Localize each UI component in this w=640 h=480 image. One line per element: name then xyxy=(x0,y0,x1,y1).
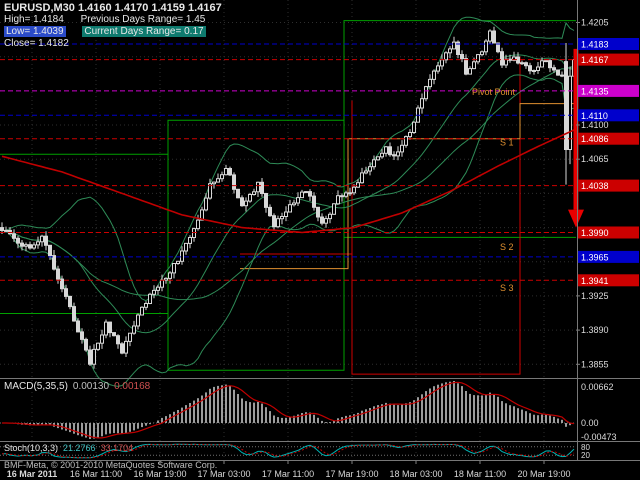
price-badge-value: 1.4038 xyxy=(581,181,609,191)
price-badge-value: 1.3941 xyxy=(581,276,609,286)
time-axis-label: 18 Mar 11:00 xyxy=(454,469,506,479)
price-badge xyxy=(578,226,639,239)
price-badge xyxy=(578,38,639,50)
stoch-axis-label: 80 xyxy=(581,443,590,452)
price-badge-value: 1.4110 xyxy=(581,111,608,121)
price-badge-value: 1.4167 xyxy=(581,55,609,65)
macd-axis-label: -0.00473 xyxy=(581,432,617,442)
macd-value-signal: 0.00168 xyxy=(114,381,151,392)
time-axis-label: 16 Mar 2011 xyxy=(7,469,58,479)
price-axis-label: 1.4065 xyxy=(581,154,609,164)
stoch-indicator-label: Stoch(10,3,3) 21.2766 33.1704 xyxy=(4,443,133,453)
price-badge xyxy=(578,84,639,97)
price-badge-value: 1.3965 xyxy=(581,252,609,262)
stoch-axis-label: 20 xyxy=(581,451,590,460)
time-axis-label: 17 Mar 11:00 xyxy=(262,469,314,479)
price-badge xyxy=(578,274,639,287)
stoch-name: Stoch(10,3,3) xyxy=(4,443,59,453)
day-close-value: Close= 1.4182 xyxy=(4,38,69,49)
chart-info-overlay: EURUSD,M30 1.4160 1.4170 1.4159 1.4167 H… xyxy=(4,2,222,50)
time-axis-label: 18 Mar 03:00 xyxy=(389,469,442,479)
time-axis-label: 20 Mar 19:00 xyxy=(517,469,570,479)
time-axis-label: 17 Mar 03:00 xyxy=(197,469,250,479)
day-low-value: Low= 1.4039 xyxy=(4,26,66,37)
current-days-range: Current Days Range= 0.17 xyxy=(82,26,206,37)
ma-layer xyxy=(1,129,575,234)
price-axis-label: 1.4205 xyxy=(581,18,609,28)
symbol-ohlc-line: EURUSD,M30 1.4160 1.4170 1.4159 1.4167 xyxy=(4,2,222,14)
price-axis-label: 1.4100 xyxy=(581,120,609,130)
previous-days-range: Previous Days Range= 1.45 xyxy=(80,14,206,25)
candles-layer xyxy=(0,26,576,369)
price-axis-label: 1.3855 xyxy=(581,359,609,369)
price-badge-value: 1.4135 xyxy=(581,86,609,96)
down-arrow-head-icon xyxy=(568,209,584,228)
pivot-annotation: S 2 xyxy=(500,242,514,252)
price-badge xyxy=(578,250,639,263)
price-badge xyxy=(578,179,639,192)
day-high-value: High= 1.4184 xyxy=(4,14,64,25)
macd-name: MACD(5,35,5) xyxy=(4,381,68,392)
platform-watermark: BMF-Meta, © 2001-2010 MetaQuotes Softwar… xyxy=(4,460,218,470)
time-axis-label: 17 Mar 19:00 xyxy=(325,469,378,479)
macd-indicator-label: MACD(5,35,5) 0.00130 0.00168 xyxy=(4,381,150,392)
macd-value-main: 0.00130 xyxy=(72,381,110,392)
price-badge-value: 1.3990 xyxy=(581,228,609,238)
day-high-line: High= 1.4184 Previous Days Range= 1.45 xyxy=(4,14,222,26)
stoch-value-signal: 33.1704 xyxy=(100,443,134,453)
arrowL-layer xyxy=(568,48,584,228)
macd-axis-label: 0.00662 xyxy=(581,382,614,392)
pivot-annotation: S 1 xyxy=(500,138,514,148)
levels-layer xyxy=(0,43,576,281)
macdL-layer xyxy=(0,381,576,439)
time-axis-label: 16 Mar 19:00 xyxy=(133,469,186,479)
day-low-line: Low= 1.4039 Current Days Range= 0.17 xyxy=(4,26,222,38)
price-badge-value: 1.4086 xyxy=(581,134,609,144)
stochL-layer xyxy=(0,443,576,459)
time-axis-label: 16 Mar 11:00 xyxy=(70,469,122,479)
price-badge xyxy=(578,132,639,145)
pivot-annotation: S 3 xyxy=(500,283,514,293)
price-badge-value: 1.4183 xyxy=(581,40,609,50)
macd-axis-label: 0.00 xyxy=(581,418,599,428)
price-badge xyxy=(578,109,639,122)
price-axis-label: 1.3925 xyxy=(581,291,609,301)
price-badge xyxy=(578,53,639,66)
trend-segment[interactable] xyxy=(0,20,576,155)
price-axis-label: 1.3890 xyxy=(581,325,609,335)
pivot-annotation: Pivot Point xyxy=(472,87,516,97)
annot-layer: Pivot Point S 1 S 2 S 3 xyxy=(472,87,516,293)
seg-layer xyxy=(0,20,576,375)
trend-segment[interactable] xyxy=(351,56,521,375)
stoch-value-main: 21.2766 xyxy=(63,443,96,453)
